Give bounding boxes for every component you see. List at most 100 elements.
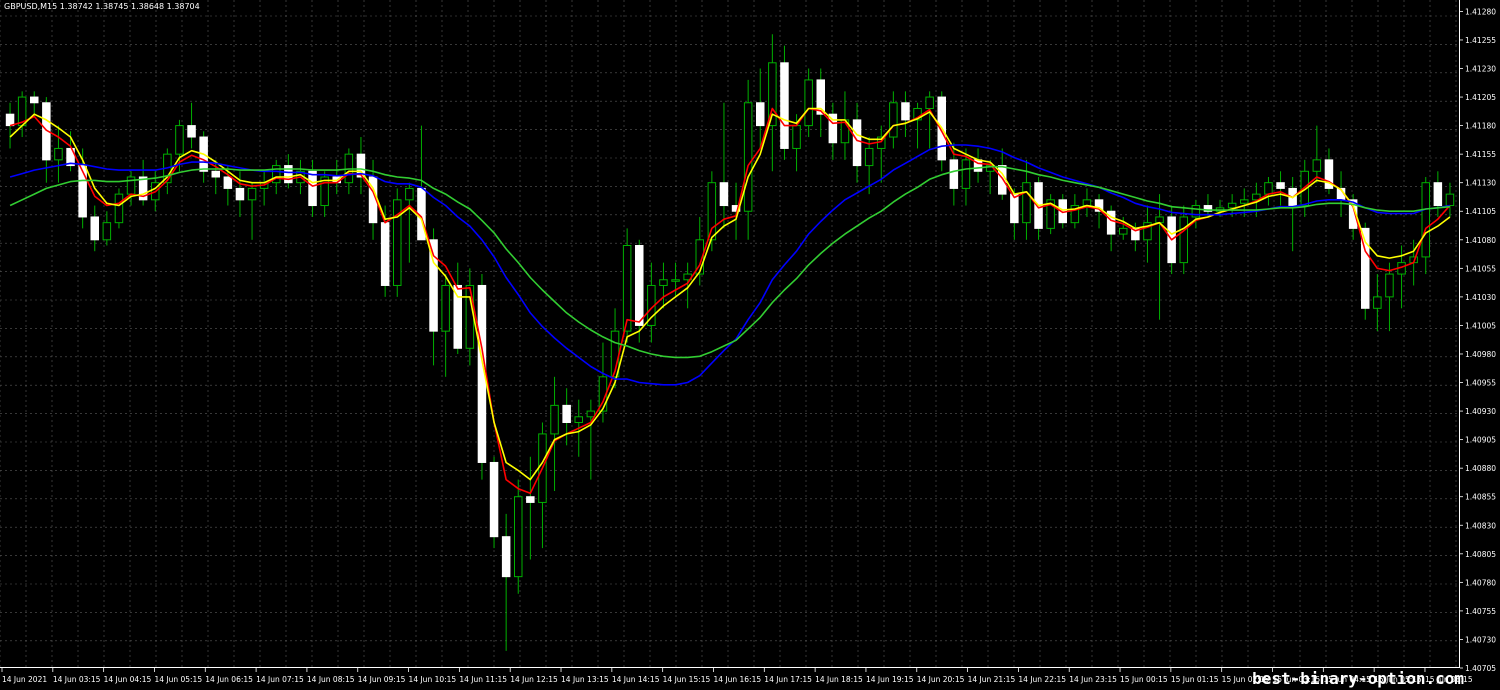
- candle-bear: [223, 176, 233, 189]
- candle-bear: [997, 165, 1007, 195]
- candle-bear: [356, 153, 366, 178]
- candle-bull: [247, 187, 257, 201]
- grid: [0, 0, 1460, 668]
- candle-bull: [1191, 205, 1201, 218]
- candle-bear: [29, 96, 39, 104]
- x-tick-label: 14 Jun 20:15: [917, 675, 965, 684]
- x-tick-label: 14 Jun 09:15: [358, 675, 406, 684]
- candle-bear: [901, 102, 910, 121]
- candle-bear: [66, 147, 75, 167]
- candle-bull: [1421, 182, 1431, 258]
- y-tick-label: 1.41030: [1465, 293, 1496, 302]
- x-tick-label: 14 Jun 23:15: [1069, 675, 1117, 684]
- candle-bull: [1155, 216, 1164, 224]
- x-tick-label: 14 Jun 19:15: [866, 675, 914, 684]
- y-tick-label: 1.40930: [1465, 407, 1496, 416]
- y-tick-label: 1.40855: [1465, 493, 1496, 502]
- candle-bear: [138, 176, 148, 201]
- candle-bear: [1203, 205, 1213, 212]
- candle-bull: [574, 416, 584, 423]
- candle-bear: [453, 284, 463, 349]
- candle-bear: [489, 461, 499, 538]
- x-tick-label: 14 Jun 11:15: [459, 675, 507, 684]
- candle-bear: [284, 165, 293, 184]
- candle-bull: [864, 147, 874, 167]
- candle-bear: [1348, 199, 1358, 229]
- ma-line-green: [9, 165, 1450, 359]
- candle-bull: [586, 410, 596, 418]
- candle-bull: [550, 404, 559, 435]
- candle-bull: [513, 496, 523, 578]
- candle-bull: [1179, 216, 1189, 264]
- ohlc-values: 1.38742 1.38745 1.38648 1.38704: [59, 2, 200, 11]
- x-tick-label: 14 Jun 13:15: [561, 675, 609, 684]
- candle-bear: [562, 404, 571, 423]
- x-tick-label: 14 Jun 18:15: [815, 675, 863, 684]
- candle-bear: [90, 216, 100, 241]
- candle-bull: [804, 79, 813, 127]
- symbol-header: GBPUSD,M15 1.38742 1.38745 1.38648 1.387…: [4, 2, 200, 11]
- candle-bear: [429, 239, 438, 332]
- candle-bull: [1385, 273, 1394, 298]
- candle-bear: [1360, 227, 1370, 309]
- candle-bear: [187, 125, 196, 138]
- candle-bull: [1312, 159, 1322, 172]
- x-tick-label: 15 Jun 03:15: [1273, 675, 1321, 684]
- candle-bear: [526, 496, 535, 503]
- candle-bear: [235, 187, 245, 201]
- y-tick-label: 1.41055: [1465, 264, 1496, 273]
- y-tick-label: 1.41205: [1465, 93, 1496, 102]
- x-tick-label: 15 Jun 06:15: [1425, 675, 1473, 684]
- candle-bear: [1324, 159, 1334, 189]
- candle-bear: [1094, 199, 1104, 212]
- candle-bull: [441, 284, 450, 332]
- candle-bear: [719, 182, 729, 207]
- y-tick-label: 1.41080: [1465, 236, 1496, 245]
- x-tick-label: 15 Jun 01:15: [1171, 675, 1219, 684]
- candle-bear: [42, 102, 51, 161]
- candle-bull: [1082, 199, 1092, 207]
- y-tick-label: 1.40780: [1465, 578, 1496, 587]
- candle-bull: [622, 245, 632, 332]
- y-tick-label: 1.40805: [1465, 550, 1496, 559]
- y-tick-label: 1.41105: [1465, 207, 1496, 216]
- y-tick-label: 1.40955: [1465, 379, 1496, 388]
- price-scale: 1.41280 1.41255 1.41230 1.41205 1.41180 1.411…: [1460, 7, 1496, 673]
- candle-bull: [114, 193, 124, 224]
- candle-bear: [1106, 210, 1116, 235]
- x-tick-label: 15 Jun 00:15: [1120, 675, 1168, 684]
- candle-bull: [1070, 205, 1080, 224]
- x-tick-label: 14 Jun 16:15: [713, 675, 761, 684]
- ma-line-red: [9, 107, 1451, 495]
- y-tick-label: 1.41155: [1465, 150, 1496, 159]
- candle-bull: [320, 176, 329, 207]
- x-tick-label: 14 Jun 12:15: [510, 675, 558, 684]
- candle-bull: [1143, 222, 1152, 241]
- candle-bear: [1010, 193, 1019, 224]
- candle-bear: [501, 536, 511, 578]
- candle-bear: [949, 159, 959, 189]
- candle-bull: [707, 182, 717, 241]
- x-tick-label: 15 Jun 04:15: [1323, 675, 1371, 684]
- candle-bear: [308, 170, 317, 207]
- candle-bear: [634, 245, 644, 326]
- candle-bear: [828, 113, 838, 144]
- candle-bull: [1252, 193, 1261, 201]
- y-tick-label: 1.41180: [1465, 122, 1496, 131]
- candle-bull: [695, 239, 705, 275]
- y-tick-label: 1.40980: [1465, 350, 1496, 359]
- y-tick-label: 1.40905: [1465, 436, 1496, 445]
- x-tick-label: 14 Jun 17:15: [764, 675, 812, 684]
- x-tick-label: 14 Jun 21:15: [968, 675, 1016, 684]
- candle-bull: [271, 165, 281, 184]
- y-tick-label: 1.40755: [1465, 607, 1496, 616]
- candle-bear: [380, 222, 390, 286]
- x-tick-label: 14 Jun 15:15: [663, 675, 711, 684]
- candle-bull: [1264, 182, 1273, 195]
- candle-bull: [405, 187, 414, 201]
- candle-bull: [175, 125, 184, 155]
- candle-bear: [78, 165, 87, 218]
- candle-bear: [5, 113, 15, 127]
